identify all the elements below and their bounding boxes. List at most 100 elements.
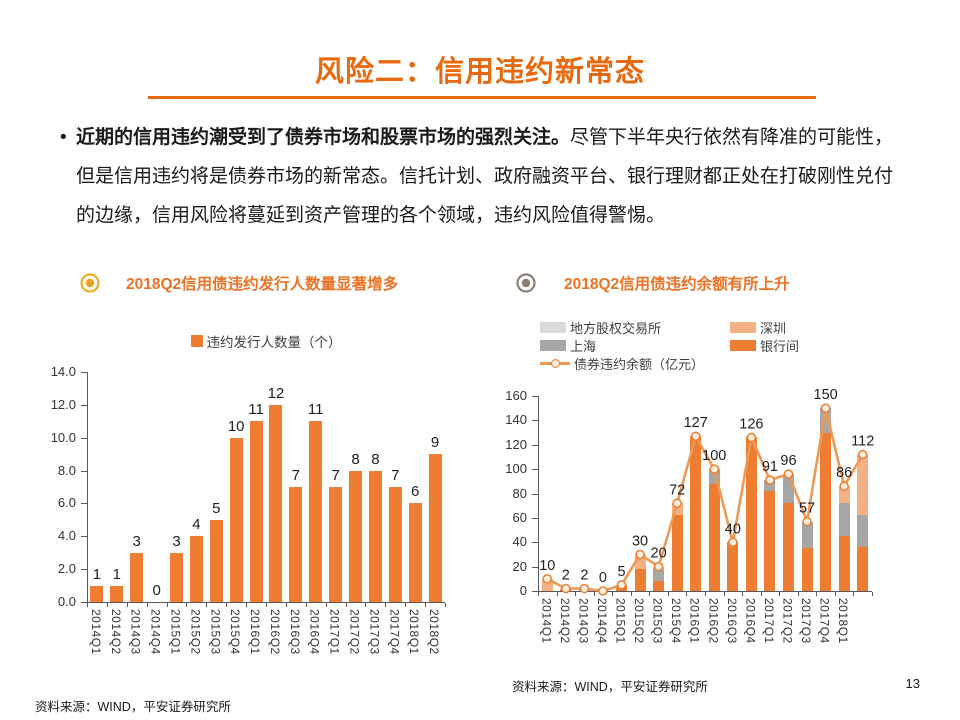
x-tick bbox=[166, 603, 168, 607]
bar bbox=[130, 552, 144, 602]
y-axis-label: 60 bbox=[512, 509, 527, 525]
x-tick bbox=[305, 603, 307, 607]
x-axis-label: 2018Q2 bbox=[427, 609, 442, 655]
bar bbox=[90, 585, 104, 602]
legend-item-interbank: 银行间 bbox=[730, 336, 920, 355]
bar-value-label: 1 bbox=[92, 565, 102, 583]
stacked-bar-segment bbox=[820, 408, 832, 433]
x-axis-label: 2014Q1 bbox=[539, 598, 554, 644]
line-value-label: 86 bbox=[836, 465, 852, 481]
x-tick bbox=[667, 592, 669, 596]
x-tick bbox=[797, 592, 799, 596]
y-axis-label: 40 bbox=[512, 534, 527, 550]
bar-value-label: 3 bbox=[132, 532, 141, 550]
x-tick bbox=[612, 592, 614, 596]
stacked-bar-segment bbox=[783, 503, 794, 591]
bar-value-label: 4 bbox=[192, 516, 201, 534]
x-tick bbox=[146, 603, 148, 607]
bar bbox=[249, 421, 263, 602]
stacked-bar-segment bbox=[634, 569, 646, 591]
x-axis-label: 2016Q1 bbox=[687, 598, 702, 644]
legend-swatch-default-issuers bbox=[190, 335, 203, 347]
x-tick bbox=[246, 603, 248, 607]
x-axis-label: 2018Q1 bbox=[407, 609, 422, 655]
y-tick bbox=[532, 469, 538, 471]
line-value-label: 72 bbox=[669, 482, 685, 498]
y-axis-label: 160 bbox=[505, 388, 527, 403]
stacked-bar-segment bbox=[857, 547, 869, 591]
page-title: 风险二：信用违约新常态 bbox=[314, 56, 645, 88]
x-axis-label: 2015Q3 bbox=[650, 598, 665, 644]
bar-value-label: 3 bbox=[172, 532, 181, 550]
x-axis-label: 2016Q4 bbox=[743, 598, 758, 644]
x-tick bbox=[723, 592, 725, 596]
bar-value-label: 6 bbox=[410, 483, 420, 501]
bar-value-label: 1 bbox=[112, 565, 121, 583]
y-axis-label: 120 bbox=[505, 436, 527, 452]
y-tick bbox=[81, 503, 87, 505]
bar bbox=[289, 487, 303, 602]
x-axis-label: 2017Q4 bbox=[817, 598, 832, 644]
x-axis-label: 2014Q3 bbox=[576, 598, 591, 644]
y-axis-label: 100 bbox=[505, 461, 527, 477]
line-value-label: 10 bbox=[539, 558, 555, 574]
stacked-bar-segment bbox=[745, 437, 757, 591]
line-value-label: 2 bbox=[562, 568, 570, 584]
right-chart-legend: 地方股权交易所 深圳 上海 银行间 债券违约余额（亿元） bbox=[540, 318, 920, 372]
bar-value-label: 5 bbox=[212, 499, 221, 517]
legend-label-default-issuers: 违约发行人数量（个） bbox=[206, 335, 342, 350]
left-chart-legend: 违约发行人数量（个） bbox=[87, 331, 445, 351]
bullet-text-bold: 近期的信用违约潮受到了债券市场和股票市场的强烈关注。 bbox=[76, 127, 571, 148]
line-value-label: 57 bbox=[799, 501, 815, 517]
stacked-bar-segment bbox=[541, 578, 553, 591]
x-axis-label: 2014Q4 bbox=[148, 609, 163, 655]
bullet-text: 近期的信用违约潮受到了债券市场和股票市场的强烈关注。尽管下半年央行依然有降准的可… bbox=[76, 118, 900, 235]
x-axis bbox=[87, 602, 445, 603]
legend-label-local-exchange: 地方股权交易所 bbox=[570, 320, 662, 336]
legend-line-marker-icon bbox=[540, 358, 570, 369]
x-tick bbox=[285, 603, 287, 607]
line-value-label: 2 bbox=[580, 568, 588, 584]
x-tick bbox=[816, 592, 818, 596]
y-axis bbox=[87, 372, 88, 603]
stacked-bar-segment bbox=[838, 503, 850, 537]
bar bbox=[189, 536, 203, 602]
x-axis-label: 2014Q2 bbox=[557, 598, 572, 644]
stacked-bar-segment bbox=[653, 581, 665, 591]
stacked-bar-segment bbox=[671, 503, 683, 516]
bar-value-label: 8 bbox=[351, 450, 360, 468]
x-tick bbox=[266, 603, 267, 607]
bar bbox=[209, 519, 223, 602]
x-axis-label: 2016Q2 bbox=[267, 609, 282, 655]
x-tick bbox=[705, 592, 706, 596]
bar bbox=[388, 487, 402, 602]
x-tick bbox=[87, 603, 88, 607]
x-axis-label: 2015Q4 bbox=[228, 609, 243, 655]
bar bbox=[368, 470, 382, 602]
bar-value-label: 9 bbox=[430, 434, 440, 452]
x-axis-label: 2017Q3 bbox=[367, 609, 382, 655]
legend-swatch-shenzhen bbox=[730, 321, 756, 333]
x-tick bbox=[742, 592, 744, 596]
bar bbox=[329, 487, 343, 602]
x-tick bbox=[445, 603, 446, 607]
stacked-bar-segment bbox=[671, 515, 683, 591]
y-tick bbox=[81, 602, 87, 603]
bar bbox=[349, 470, 362, 602]
y-tick bbox=[532, 542, 538, 544]
x-axis-label: 2017Q3 bbox=[799, 598, 814, 644]
stacked-bar-segment bbox=[708, 469, 720, 484]
y-axis-label: 140 bbox=[505, 412, 527, 428]
x-tick bbox=[556, 592, 558, 596]
stacked-bar-segment bbox=[857, 515, 869, 548]
line-value-label: 0 bbox=[599, 570, 607, 586]
bullet-icon: • bbox=[60, 127, 67, 148]
y-tick bbox=[81, 470, 87, 472]
left-chart-canvas: 0.0 2.0 4.0 6.0 8.0 10.0 12.0 14.0 1 2014Q1 1 2014Q… bbox=[35, 268, 470, 680]
y-tick bbox=[81, 404, 87, 406]
x-tick bbox=[405, 603, 407, 607]
legend-swatch-interbank bbox=[730, 339, 756, 351]
x-tick bbox=[760, 592, 762, 596]
stacked-bar-segment bbox=[634, 554, 646, 570]
x-axis-label: 2014Q2 bbox=[108, 609, 123, 655]
